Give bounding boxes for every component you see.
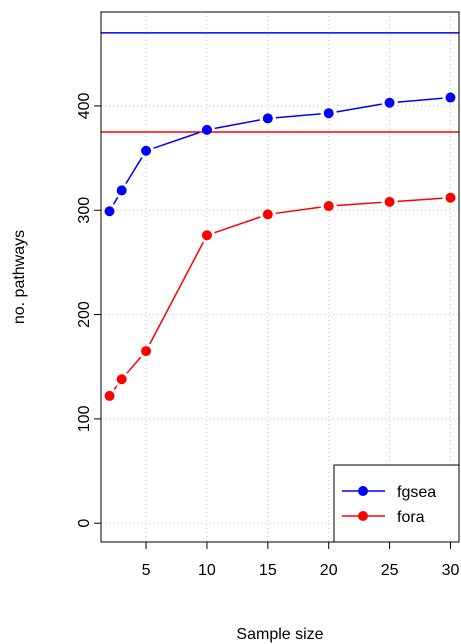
series-layer (104, 92, 456, 401)
legend: fgsea fora (333, 464, 460, 543)
data-point (262, 113, 273, 124)
data-point (323, 201, 334, 212)
data-point (201, 124, 212, 135)
data-point (104, 390, 115, 401)
x-tick-label: 25 (381, 562, 399, 579)
y-tick-label: 0 (76, 519, 93, 528)
y-axis-title: no. pathways (11, 230, 28, 324)
gridlines (101, 12, 459, 542)
legend-box (333, 464, 460, 543)
x-axis-title: Sample size (236, 626, 323, 643)
x-tick-label: 15 (259, 562, 277, 579)
data-point (445, 192, 456, 203)
series-segment (397, 97, 443, 103)
series-fgsea (104, 92, 456, 217)
data-point (104, 206, 115, 217)
y-tick-label: 200 (76, 301, 93, 328)
series-segment (336, 103, 382, 113)
y-tick-label: 300 (76, 197, 93, 224)
data-point (262, 209, 273, 220)
series-segment (126, 356, 142, 374)
legend-marker-fora (358, 511, 368, 521)
series-segment (214, 119, 261, 130)
data-point (116, 374, 127, 385)
series-segment (149, 241, 204, 345)
data-point (384, 97, 395, 108)
y-tick-label: 400 (76, 92, 93, 119)
series-segment (275, 113, 321, 119)
series-segment (125, 157, 143, 184)
data-point (141, 346, 152, 357)
data-point (323, 108, 334, 119)
data-point (384, 196, 395, 207)
reference-lines (101, 32, 459, 133)
data-point (116, 185, 127, 196)
legend-label-fora: fora (397, 509, 425, 526)
series-segment (214, 216, 261, 234)
x-tick-label: 10 (198, 562, 216, 579)
series-fora (104, 192, 456, 401)
series-segment (275, 206, 321, 215)
data-point (141, 145, 152, 156)
x-tick-label: 20 (320, 562, 338, 579)
plot-frame (100, 11, 460, 543)
series-segment (113, 385, 118, 390)
legend-marker-fgsea (358, 486, 368, 496)
data-point (201, 230, 212, 241)
x-tick-label: 30 (442, 562, 460, 579)
series-segment (336, 201, 382, 207)
y-tick-label: 100 (76, 405, 93, 432)
series-segment (397, 197, 443, 203)
x-tick-label: 5 (142, 562, 151, 579)
series-segment (153, 131, 200, 149)
data-point (445, 92, 456, 103)
series-segment (112, 196, 119, 205)
legend-label-fgsea: fgsea (397, 484, 436, 501)
